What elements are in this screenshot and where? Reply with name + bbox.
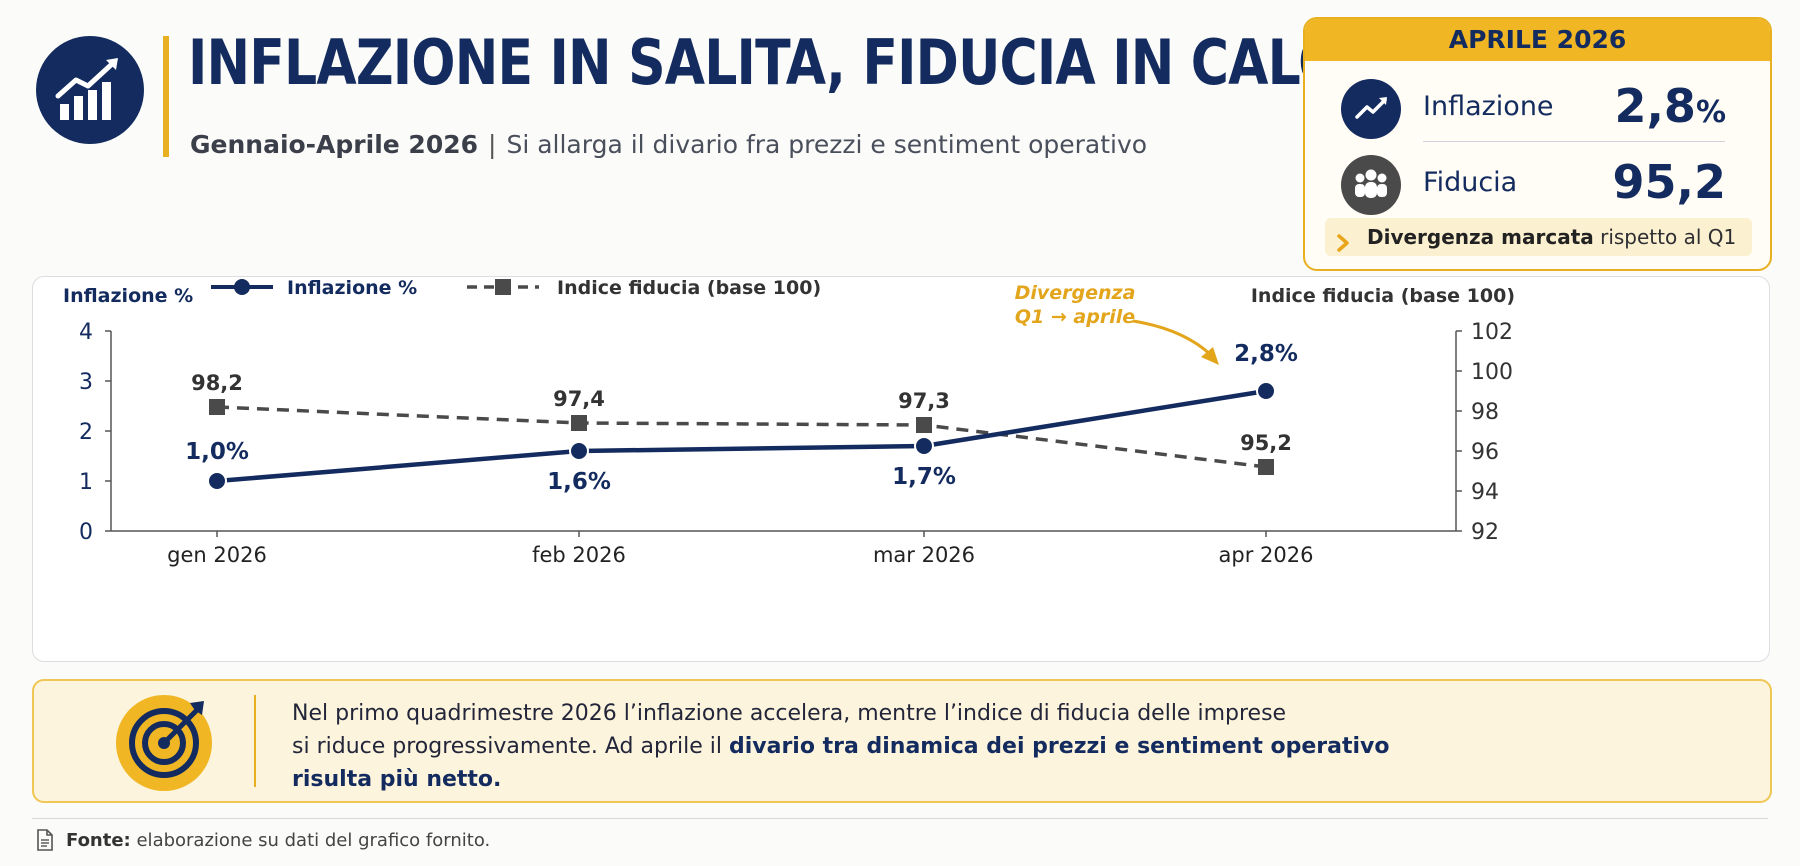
inflation-point-marker xyxy=(1256,381,1276,401)
inflation-data-label: 1,0% xyxy=(185,439,249,465)
kpi-note-rest: rispetto al Q1 xyxy=(1593,225,1737,249)
subtitle-period: Gennaio-Aprile 2026 xyxy=(190,130,479,159)
kpi-row-confidence: Fiducia 95,2 xyxy=(1305,149,1770,219)
summary-line-2: si riduce progressivamente. Ad aprile il… xyxy=(292,730,1592,763)
annotation-arrow-head xyxy=(1201,347,1219,365)
footer-source: elaborazione su dati del grafico fornito… xyxy=(130,830,491,851)
confidence-data-label: 97,4 xyxy=(553,387,605,411)
page-subtitle: Gennaio-Aprile 2026 | Si allarga il divari… xyxy=(190,130,1147,159)
kpi-card: APRILE 2026 Inflazione 2,8% Fiducia 95,2 xyxy=(1303,17,1772,271)
x-tick-label: feb 2026 xyxy=(532,543,626,567)
footer-label: Fonte: xyxy=(66,830,131,851)
y-right-tick-label: 94 xyxy=(1471,480,1499,505)
summary-divider xyxy=(254,695,256,787)
subtitle-description: Si allarga il divario fra prezzi e senti… xyxy=(506,130,1148,159)
kpi-row-inflation: Inflazione 2,8% xyxy=(1305,73,1770,143)
title-accent-bar xyxy=(163,36,169,157)
kpi-note-text: Divergenza marcata rispetto al Q1 xyxy=(1367,218,1736,256)
y-left-tick-label: 1 xyxy=(79,470,93,495)
annotation-text-line-2: Q1 → aprile xyxy=(1015,306,1135,328)
summary-box: Nel primo quadrimestre 2026 l’inflazione… xyxy=(32,679,1772,803)
footer-divider xyxy=(32,818,1768,819)
x-tick-label: apr 2026 xyxy=(1219,543,1314,567)
kpi-divider xyxy=(1423,141,1725,142)
y-right-tick-label: 98 xyxy=(1471,400,1499,425)
inflation-data-label: 2,8% xyxy=(1234,341,1298,367)
chart-panel: 0 1 2 3 4 92 94 96 98 100 102 gen 2026 feb 2026 mar 2… xyxy=(32,276,1770,662)
line-chart: 0 1 2 3 4 92 94 96 98 100 102 gen 2026 feb 2026 mar 2… xyxy=(63,277,1515,567)
y-left-axis-title: Inflazione % xyxy=(63,285,193,307)
people-icon xyxy=(1341,155,1401,215)
legend-inflation-swatch-marker xyxy=(234,279,250,295)
y-right-tick-label: 92 xyxy=(1471,520,1499,545)
summary-line-1: Nel primo quadrimestre 2026 l’inflazione… xyxy=(292,701,1287,726)
summary-text: Nel primo quadrimestre 2026 l’inflazione… xyxy=(292,697,1592,796)
kpi-confidence-label: Fiducia xyxy=(1423,167,1518,198)
kpi-inflation-label: Inflazione xyxy=(1423,91,1554,122)
inflation-data-label: 1,6% xyxy=(547,469,611,495)
chevron-right-icon xyxy=(1335,227,1353,265)
inflation-data-label: 1,7% xyxy=(892,464,956,490)
confidence-point-marker xyxy=(209,399,225,415)
summary-line-2-start: si riduce progressivamente. Ad aprile il xyxy=(292,734,729,759)
document-icon xyxy=(36,829,54,856)
annotation-text-line-1: Divergenza xyxy=(1015,282,1136,304)
y-left-tick-label: 3 xyxy=(79,370,93,395)
x-tick-label: gen 2026 xyxy=(167,543,267,567)
y-right-tick-label: 96 xyxy=(1471,440,1499,465)
y-left-tick-label: 0 xyxy=(79,520,93,545)
summary-highlight-2: risulta più netto. xyxy=(292,767,502,792)
confidence-point-marker xyxy=(1258,459,1274,475)
legend-confidence-label: Indice fiducia (base 100) xyxy=(557,277,821,299)
inflation-point-marker xyxy=(914,436,934,456)
summary-highlight-1: divario tra dinamica dei prezzi e sentim… xyxy=(728,734,1390,759)
kpi-note-strong: Divergenza marcata xyxy=(1367,225,1594,249)
y-right-axis-title: Indice fiducia (base 100) xyxy=(1251,285,1515,307)
y-right-tick-label: 100 xyxy=(1471,360,1513,385)
kpi-confidence-value: 95,2 xyxy=(1612,155,1727,209)
kpi-inflation-value: 2,8% xyxy=(1614,79,1726,133)
kpi-inflation-unit: % xyxy=(1695,95,1726,130)
confidence-data-label: 95,2 xyxy=(1240,431,1292,455)
chart-growth-icon xyxy=(36,36,144,144)
inflation-series-line xyxy=(216,388,1267,484)
legend-inflation-label: Inflazione % xyxy=(287,277,417,299)
legend-confidence-swatch-marker xyxy=(495,279,511,295)
kpi-note: Divergenza marcata rispetto al Q1 xyxy=(1325,218,1752,256)
page-title: INFLAZIONE IN SALITA, FIDUCIA IN CALO xyxy=(188,26,1342,99)
confidence-point-marker xyxy=(916,417,932,433)
y-right-tick-label: 102 xyxy=(1471,320,1513,345)
subtitle-separator: | xyxy=(488,130,497,159)
confidence-data-label: 97,3 xyxy=(898,389,950,413)
confidence-data-label: 98,2 xyxy=(191,371,243,395)
confidence-series-line xyxy=(216,405,1267,469)
kpi-heading: APRILE 2026 xyxy=(1305,19,1770,61)
confidence-point-marker xyxy=(571,415,587,431)
kpi-inflation-number: 2,8 xyxy=(1614,79,1696,133)
y-left-tick-label: 4 xyxy=(79,320,93,345)
inflation-point-marker xyxy=(569,441,589,461)
annotation-arrow-line xyxy=(1132,319,1213,357)
inflation-point-marker xyxy=(207,471,227,491)
x-tick-label: mar 2026 xyxy=(873,543,975,567)
footer-text: Fonte: elaborazione su dati del grafico … xyxy=(66,830,490,851)
y-left-tick-label: 2 xyxy=(79,420,93,445)
trend-up-icon xyxy=(1341,79,1401,139)
target-icon xyxy=(114,689,218,793)
